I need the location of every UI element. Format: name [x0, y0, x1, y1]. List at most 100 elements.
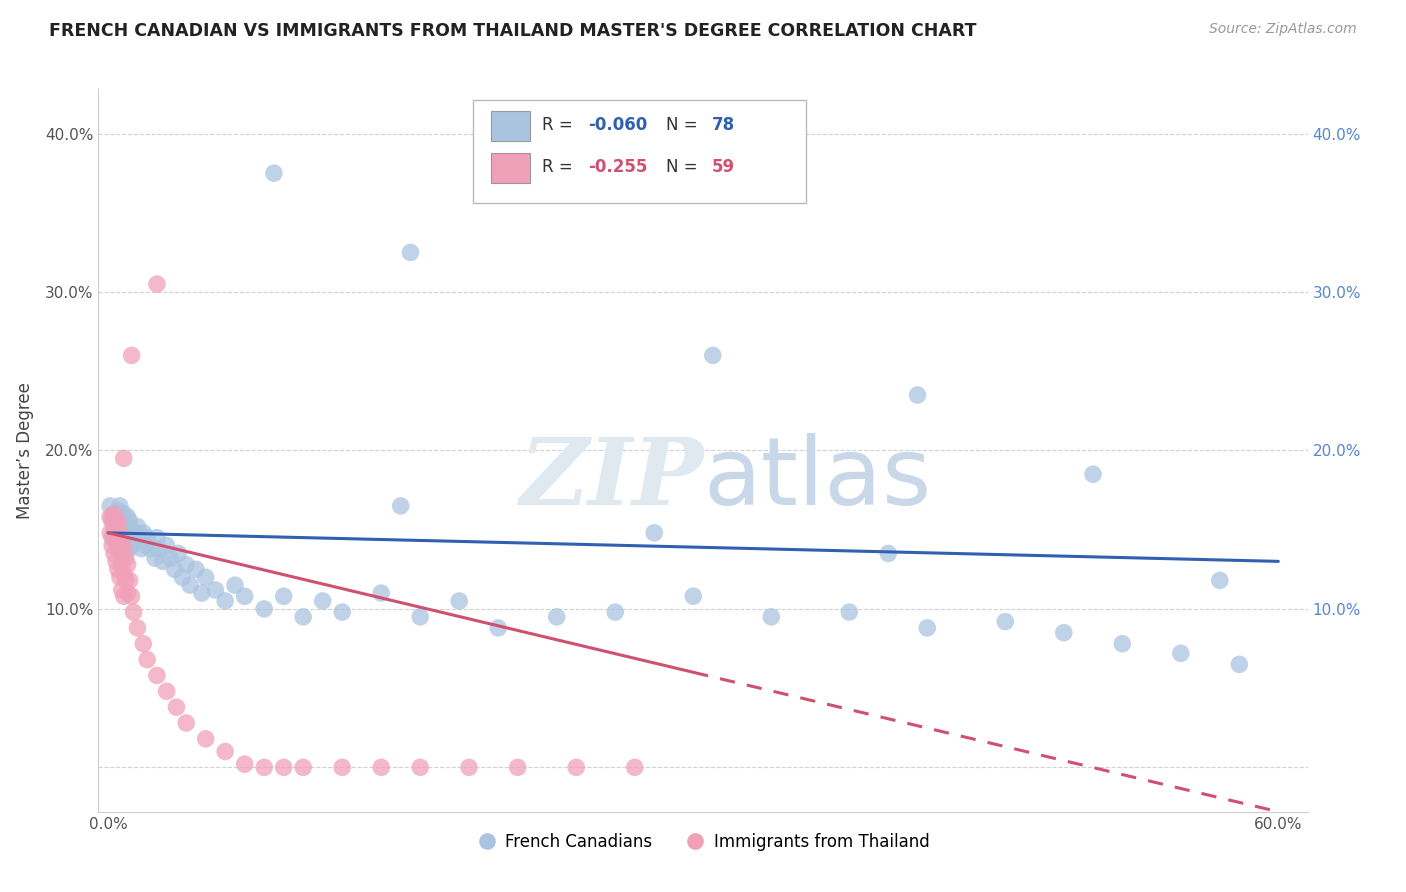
Point: [184, 562, 207, 576]
Point: [312, 594, 335, 608]
Point: [121, 348, 143, 362]
Point: [101, 515, 124, 529]
Point: [117, 558, 139, 572]
Point: [104, 515, 127, 529]
Point: [761, 610, 783, 624]
Point: [163, 562, 186, 576]
Legend: French Canadians, Immigrants from Thailand: French Canadians, Immigrants from Thaila…: [470, 826, 936, 857]
Point: [124, 535, 146, 549]
Point: [204, 582, 226, 597]
Point: [117, 586, 139, 600]
Point: [122, 525, 145, 540]
Point: [98, 499, 121, 513]
Point: [292, 610, 315, 624]
Point: [292, 760, 315, 774]
Point: [917, 621, 939, 635]
Point: [101, 531, 124, 545]
Point: [224, 578, 246, 592]
Point: [194, 570, 217, 584]
Point: [253, 602, 276, 616]
Point: [112, 589, 135, 603]
Point: [409, 610, 432, 624]
Point: [174, 716, 197, 731]
Point: [167, 546, 190, 560]
Point: [118, 541, 141, 556]
Point: [156, 539, 179, 553]
Text: -0.255: -0.255: [588, 158, 648, 177]
Point: [191, 586, 214, 600]
Point: [214, 744, 236, 758]
Point: [233, 589, 256, 603]
Point: [114, 539, 136, 553]
Point: [546, 610, 568, 624]
Point: [994, 615, 1017, 629]
Point: [101, 539, 124, 553]
Point: [108, 546, 131, 560]
Point: [1053, 625, 1076, 640]
FancyBboxPatch shape: [474, 100, 806, 202]
Point: [174, 558, 197, 572]
Point: [131, 541, 153, 556]
Point: [330, 760, 353, 774]
Point: [399, 245, 422, 260]
Point: [506, 760, 529, 774]
Point: [104, 531, 127, 545]
Point: [159, 551, 181, 566]
Point: [273, 589, 295, 603]
Point: [108, 539, 131, 553]
Point: [111, 510, 134, 524]
Point: [128, 531, 150, 545]
Point: [370, 760, 392, 774]
Point: [114, 574, 136, 588]
Point: [103, 546, 125, 560]
Point: [108, 525, 131, 540]
Text: N =: N =: [665, 158, 703, 177]
Point: [370, 586, 392, 600]
Point: [103, 507, 125, 521]
Text: 59: 59: [711, 158, 734, 177]
Point: [214, 594, 236, 608]
Point: [103, 507, 125, 521]
Point: [409, 760, 432, 774]
Point: [1081, 467, 1104, 482]
Point: [605, 605, 627, 619]
Point: [104, 554, 127, 568]
Point: [156, 684, 179, 698]
Point: [389, 499, 412, 513]
Point: [107, 515, 129, 529]
Point: [108, 570, 131, 584]
Point: [114, 551, 136, 566]
Point: [107, 541, 129, 556]
Point: [146, 668, 169, 682]
Point: [121, 523, 143, 537]
Point: [449, 594, 471, 608]
Point: [702, 348, 724, 362]
Point: [273, 760, 295, 774]
Point: [838, 605, 860, 619]
Point: [682, 589, 704, 603]
FancyBboxPatch shape: [492, 153, 530, 183]
Point: [1227, 657, 1250, 672]
Point: [194, 731, 217, 746]
Point: [458, 760, 481, 774]
Point: [143, 551, 166, 566]
Text: R =: R =: [543, 116, 578, 135]
FancyBboxPatch shape: [492, 111, 530, 141]
Point: [104, 535, 127, 549]
Point: [148, 541, 170, 556]
Point: [111, 582, 134, 597]
Point: [111, 558, 134, 572]
Point: [107, 539, 129, 553]
Point: [132, 637, 155, 651]
Point: [121, 589, 143, 603]
Point: [643, 525, 665, 540]
Point: [112, 545, 135, 559]
Point: [111, 535, 134, 549]
Text: ZIP: ZIP: [519, 434, 703, 524]
Point: [172, 570, 194, 584]
Point: [112, 525, 135, 540]
Point: [623, 760, 645, 774]
Point: [101, 510, 124, 524]
Point: [111, 546, 134, 560]
Point: [165, 700, 187, 714]
